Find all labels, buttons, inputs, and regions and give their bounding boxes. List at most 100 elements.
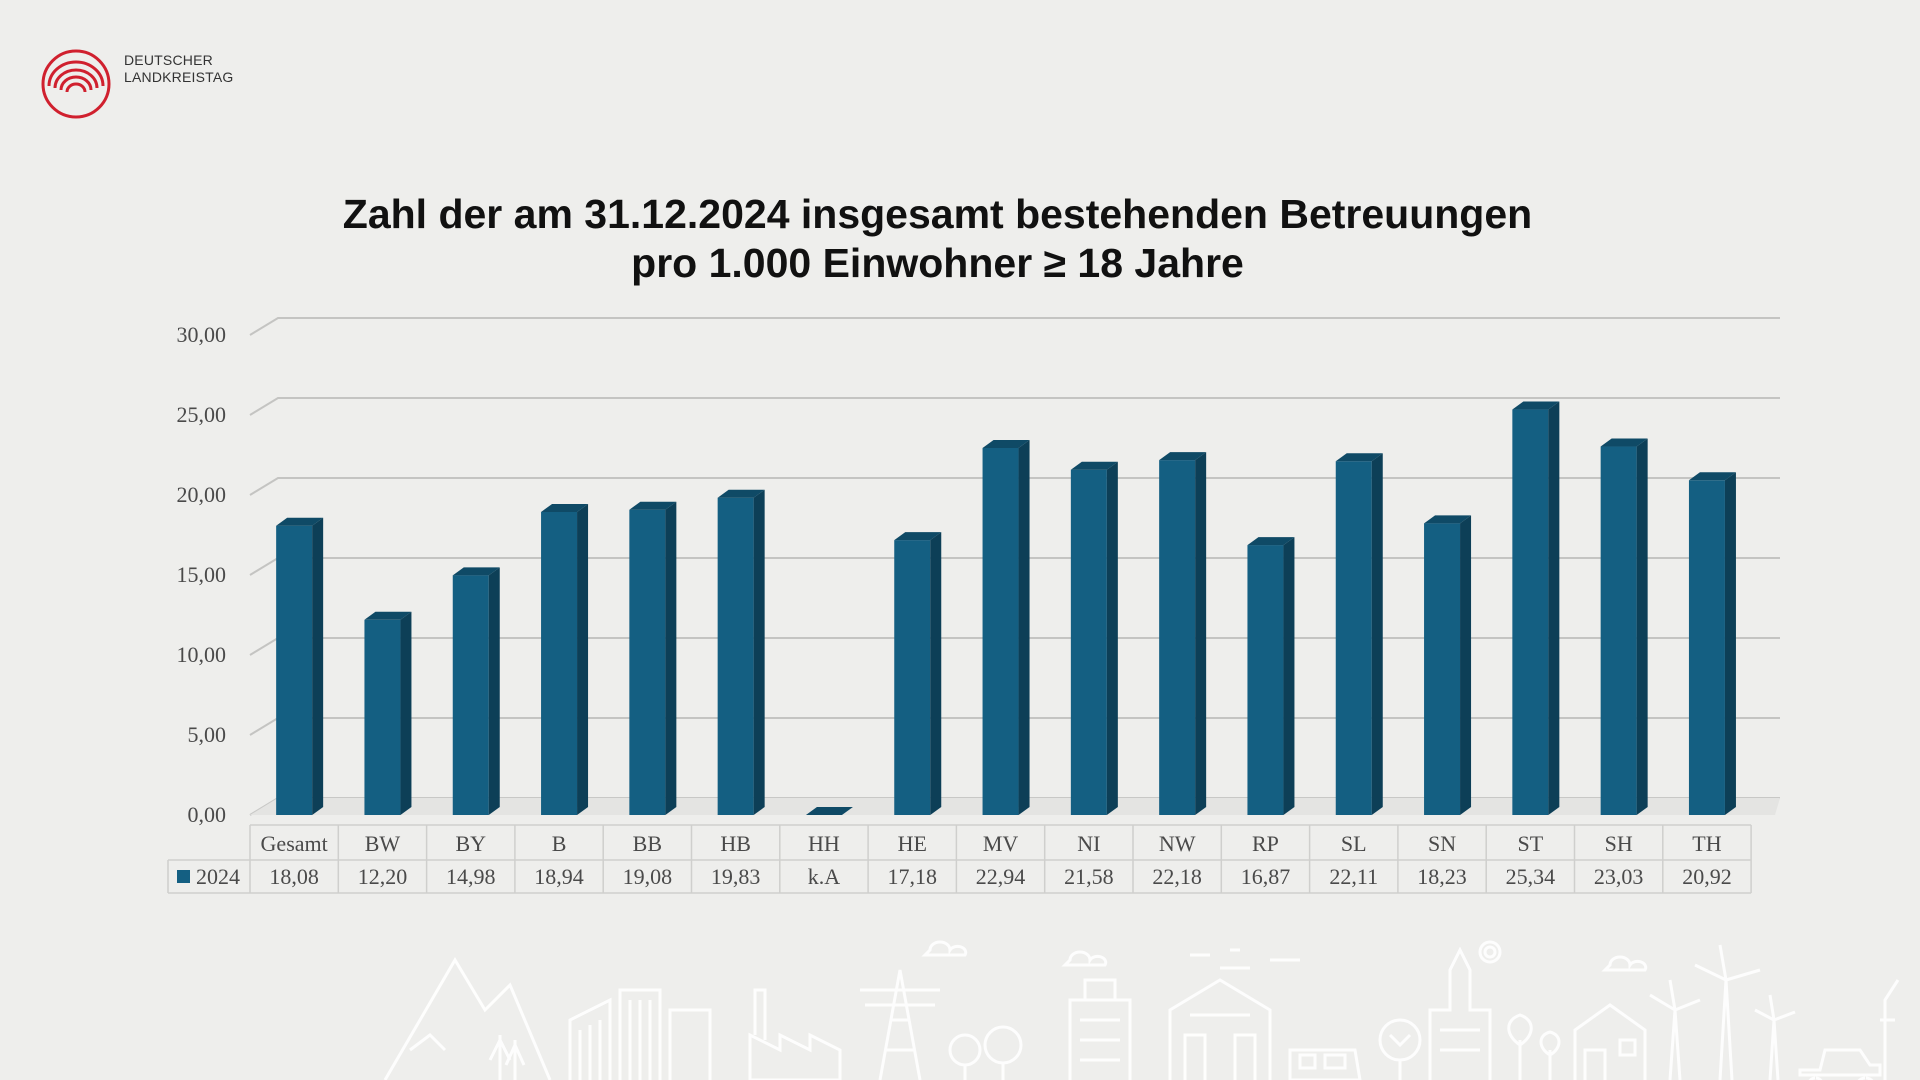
bar-top bbox=[1424, 515, 1472, 524]
y-tick-label: 30,00 bbox=[177, 322, 227, 347]
x-tick-label: SN bbox=[1428, 831, 1456, 856]
bar bbox=[805, 807, 853, 815]
data-label: 23,03 bbox=[1594, 864, 1644, 889]
y-tick-label: 5,00 bbox=[188, 722, 227, 747]
landkreistag-logo bbox=[41, 49, 111, 119]
bar-top bbox=[717, 489, 765, 498]
bar-side bbox=[1548, 401, 1560, 815]
bar-side bbox=[577, 503, 589, 815]
bar-side bbox=[930, 532, 942, 815]
x-tick-label: NW bbox=[1159, 831, 1196, 856]
bar-top bbox=[364, 611, 412, 620]
data-label: 22,11 bbox=[1329, 864, 1378, 889]
y-tick-label: 20,00 bbox=[177, 482, 227, 507]
bar-side bbox=[1460, 515, 1472, 815]
x-tick-label: NI bbox=[1077, 831, 1100, 856]
bar-top bbox=[1512, 401, 1560, 410]
data-label: 12,20 bbox=[358, 864, 408, 889]
bar-side bbox=[488, 567, 500, 815]
chart-title-line-1: Zahl der am 31.12.2024 insgesamt bestehe… bbox=[342, 191, 1533, 237]
chart-title: Zahl der am 31.12.2024 insgesamt bestehe… bbox=[0, 190, 1875, 288]
bar-side bbox=[1283, 537, 1295, 815]
bar-side bbox=[665, 501, 677, 815]
data-label: 18,23 bbox=[1417, 864, 1467, 889]
bar bbox=[276, 525, 313, 815]
data-label: 20,92 bbox=[1682, 864, 1732, 889]
bar-top bbox=[1335, 453, 1383, 462]
bar-top bbox=[452, 567, 500, 576]
bar bbox=[1070, 469, 1107, 815]
bar-top bbox=[1159, 452, 1207, 461]
data-label: 16,87 bbox=[1241, 864, 1291, 889]
bar bbox=[1600, 446, 1637, 815]
x-tick-label: SH bbox=[1605, 831, 1633, 856]
gridline bbox=[249, 477, 1780, 496]
bar-side bbox=[400, 611, 412, 815]
data-label: k.A bbox=[808, 864, 841, 889]
x-tick-label: HE bbox=[898, 831, 927, 856]
data-label: 19,08 bbox=[623, 864, 673, 889]
bar bbox=[717, 497, 754, 815]
logo-wordmark: DEUTSCHER LANDKREISTAG bbox=[124, 52, 234, 86]
x-tick-label: BB bbox=[633, 831, 662, 856]
bar-top bbox=[1247, 537, 1295, 546]
x-tick-label: TH bbox=[1692, 831, 1721, 856]
bar-side bbox=[1371, 453, 1383, 815]
data-label: 21,58 bbox=[1064, 864, 1114, 889]
bar-top bbox=[629, 501, 677, 510]
bar bbox=[629, 509, 666, 815]
x-tick-label: Gesamt bbox=[261, 831, 328, 856]
bar bbox=[364, 619, 401, 815]
gridline bbox=[249, 317, 1780, 336]
x-tick-label: RP bbox=[1252, 831, 1279, 856]
bar bbox=[1247, 545, 1284, 815]
y-tick-label: 0,00 bbox=[188, 802, 227, 827]
data-label: 17,18 bbox=[888, 864, 938, 889]
skyline-decoration bbox=[383, 940, 1900, 1080]
legend-label: 2024 bbox=[196, 864, 240, 889]
data-label: 18,94 bbox=[534, 864, 584, 889]
logo-line-2: LANDKREISTAG bbox=[124, 69, 234, 85]
bar-side bbox=[1636, 438, 1648, 815]
data-label: 14,98 bbox=[446, 864, 496, 889]
x-tick-label: HB bbox=[720, 831, 751, 856]
data-label: 18,08 bbox=[269, 864, 319, 889]
data-label: 19,83 bbox=[711, 864, 761, 889]
bar bbox=[1335, 461, 1372, 815]
x-tick-label: SL bbox=[1341, 831, 1367, 856]
y-tick-label: 10,00 bbox=[177, 642, 227, 667]
bar-top bbox=[1070, 461, 1118, 470]
x-tick-label: ST bbox=[1518, 831, 1544, 856]
bar bbox=[1159, 460, 1196, 815]
x-tick-label: MV bbox=[983, 831, 1019, 856]
bar-top bbox=[541, 503, 589, 512]
bar-side bbox=[1724, 472, 1736, 815]
bar-side bbox=[1106, 461, 1118, 815]
data-label: 22,18 bbox=[1152, 864, 1202, 889]
bar-side bbox=[1018, 439, 1030, 815]
data-label: 25,34 bbox=[1506, 864, 1556, 889]
bar bbox=[452, 575, 489, 815]
gridline bbox=[249, 397, 1780, 416]
x-tick-label: BY bbox=[455, 831, 486, 856]
bar bbox=[982, 447, 1019, 815]
bar-side bbox=[753, 489, 765, 815]
bar-top bbox=[1688, 472, 1736, 481]
bar-side bbox=[312, 517, 324, 815]
bar bbox=[894, 540, 931, 815]
bar bbox=[1512, 409, 1549, 815]
bar-top bbox=[276, 517, 324, 526]
bar-top bbox=[1600, 438, 1648, 447]
data-label: 22,94 bbox=[976, 864, 1026, 889]
y-tick-label: 25,00 bbox=[177, 402, 227, 427]
chart-title-line-2: pro 1.000 Einwohner ≥ 18 Jahre bbox=[631, 240, 1244, 286]
bar bbox=[1424, 523, 1461, 815]
bar-top bbox=[982, 439, 1030, 448]
logo-line-1: DEUTSCHER bbox=[124, 52, 213, 68]
y-tick-label: 15,00 bbox=[177, 562, 227, 587]
bar-top bbox=[894, 532, 942, 541]
bar-side bbox=[1195, 452, 1207, 815]
bar bbox=[1688, 480, 1725, 815]
legend-swatch bbox=[177, 870, 190, 883]
